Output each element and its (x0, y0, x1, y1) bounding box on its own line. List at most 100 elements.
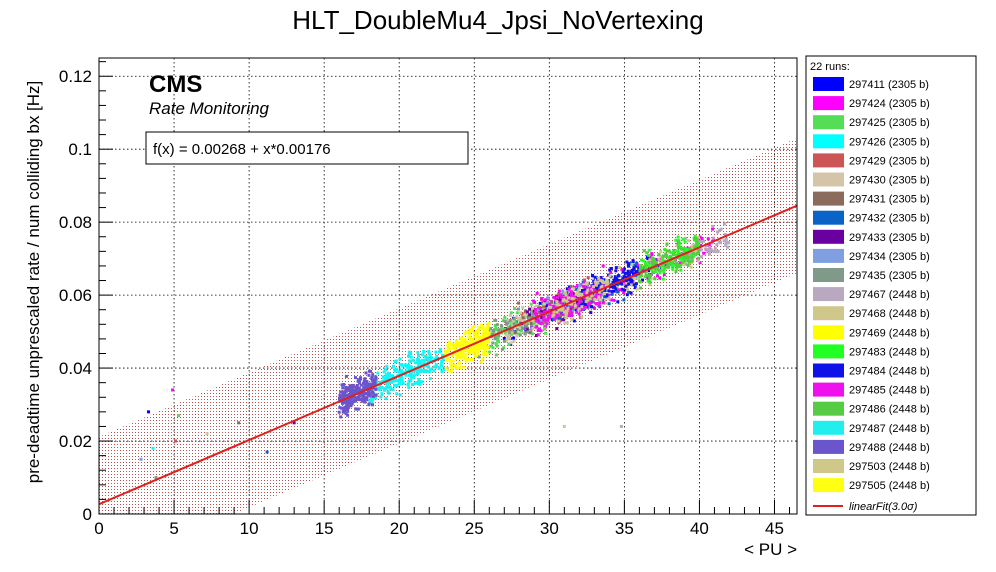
data-point-run-10 (491, 329, 495, 333)
data-point-run-21 (474, 339, 478, 343)
data-point-run-19 (371, 391, 375, 395)
data-point-outlier (237, 421, 241, 425)
data-point-run-18 (395, 383, 399, 387)
data-point-run-5 (543, 302, 546, 306)
data-point-run-15 (630, 279, 634, 283)
data-point-run-2 (509, 332, 513, 336)
data-point-run-15 (623, 288, 627, 292)
data-point-run-13 (448, 340, 452, 344)
data-point-run-19 (353, 399, 357, 403)
x-tick-label: 10 (240, 519, 259, 538)
data-point-run-5 (595, 298, 599, 302)
data-point-run-13 (445, 358, 449, 362)
data-point-run-1 (698, 235, 702, 239)
data-point-run-21 (483, 333, 487, 337)
data-point-run-18 (393, 377, 397, 381)
legend-swatch (813, 77, 844, 91)
data-point-run-3 (432, 365, 436, 369)
data-point-run-13 (485, 330, 489, 333)
data-point-run-16 (553, 317, 557, 321)
data-point-run-19 (362, 395, 366, 399)
data-point-run-14 (640, 258, 644, 262)
data-point-run-21 (482, 353, 485, 357)
data-point-run-14 (669, 251, 673, 255)
data-point-run-2 (544, 331, 548, 335)
data-point-run-10 (493, 335, 497, 339)
data-point-run-3 (420, 380, 424, 384)
data-point-run-19 (357, 386, 361, 390)
data-point-run-2 (494, 342, 498, 346)
data-point-run-16 (588, 294, 592, 298)
data-point-run-16 (546, 317, 550, 321)
data-point-run-7 (617, 282, 621, 286)
y-axis-label: pre-deadtime unprescaled rate / num coll… (24, 81, 43, 484)
data-point-run-14 (678, 257, 682, 261)
data-point-run-2 (495, 338, 499, 342)
data-point-run-17 (657, 269, 661, 272)
data-point-run-21 (460, 341, 463, 345)
data-point-run-15 (612, 278, 616, 282)
data-point-run-2 (513, 307, 517, 311)
data-point-run-21 (483, 330, 487, 334)
data-point-run-16 (577, 312, 581, 316)
data-point-run-19 (363, 385, 367, 389)
data-point-run-5 (577, 287, 581, 291)
data-point-run-10 (524, 324, 528, 328)
data-point-run-3 (406, 363, 410, 367)
data-point-run-4 (541, 300, 545, 304)
data-point-run-12 (626, 287, 629, 291)
data-point-run-3 (398, 363, 402, 367)
data-point-run-12 (675, 244, 679, 248)
legend-entry-label: 297468 (2448 b) (849, 308, 930, 320)
data-point-run-3 (434, 350, 438, 354)
data-point-run-21 (461, 350, 465, 354)
data-point-run-11 (708, 252, 711, 256)
data-point-run-0 (524, 330, 528, 333)
data-point-run-5 (508, 336, 511, 340)
data-point-run-5 (607, 297, 611, 301)
data-point-run-17 (674, 270, 678, 274)
legend-swatch (813, 153, 844, 168)
data-point-run-2 (525, 321, 529, 325)
data-point-run-13 (446, 368, 450, 372)
data-point-run-9 (540, 318, 543, 322)
data-point-run-19 (367, 384, 371, 388)
data-point-run-13 (472, 351, 476, 355)
data-point-run-18 (420, 362, 424, 366)
data-point-run-17 (695, 237, 699, 241)
data-point-run-21 (462, 348, 466, 352)
legend-entry-label: 297432 (2305 b) (849, 213, 930, 225)
legend-entry-label: 297467 (2448 b) (849, 289, 930, 301)
data-point-run-13 (473, 332, 477, 336)
data-point-run-13 (449, 343, 453, 347)
data-point-run-3 (418, 359, 422, 363)
data-point-run-20 (579, 292, 583, 296)
data-point-run-14 (671, 263, 675, 267)
data-point-run-16 (539, 312, 543, 316)
data-point-run-19 (344, 374, 348, 378)
y-tick-label: 0.1 (68, 140, 92, 159)
data-point-run-14 (681, 237, 685, 241)
data-point-run-14 (643, 261, 647, 265)
data-point-run-3 (385, 375, 389, 379)
data-point-run-19 (365, 396, 369, 400)
data-point-run-10 (508, 318, 512, 322)
data-point-run-19 (356, 379, 360, 383)
data-point-run-5 (587, 305, 591, 309)
data-point-run-17 (653, 277, 657, 281)
data-point-run-15 (603, 288, 607, 292)
data-point-run-12 (690, 246, 694, 250)
data-point-run-15 (628, 277, 632, 281)
data-point-run-19 (342, 392, 346, 396)
data-point-run-1 (712, 238, 716, 242)
data-point-run-19 (340, 383, 344, 387)
data-point-run-13 (454, 353, 458, 357)
data-point-run-14 (679, 268, 683, 272)
data-point-run-2 (503, 327, 506, 331)
data-point-run-1 (711, 227, 715, 231)
data-point-run-17 (687, 260, 691, 264)
data-point-run-20 (572, 287, 576, 291)
data-point-run-5 (507, 333, 511, 337)
data-point-run-18 (380, 385, 384, 389)
